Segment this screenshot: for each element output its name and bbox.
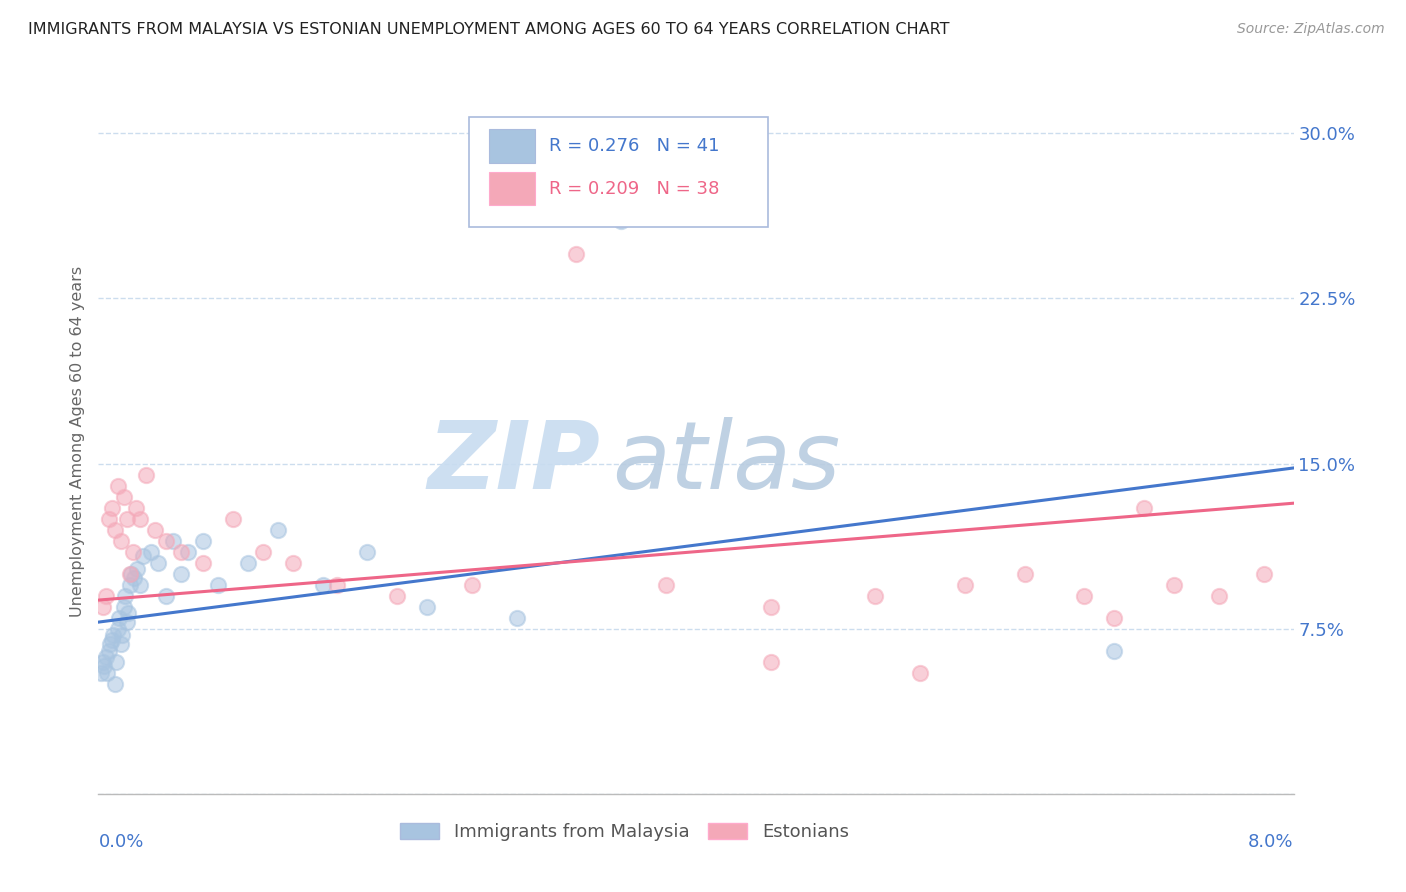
Point — [1014, 566, 1036, 581]
Point — [222, 511, 245, 525]
Point — [252, 544, 274, 558]
Point — [114, 589, 136, 603]
Text: ZIP: ZIP — [427, 417, 600, 508]
Point — [506, 610, 529, 624]
Point — [177, 544, 200, 558]
Point — [311, 577, 333, 591]
Point — [129, 577, 152, 591]
Point — [908, 665, 931, 680]
Text: R = 0.209   N = 38: R = 0.209 N = 38 — [548, 179, 720, 197]
Text: 8.0%: 8.0% — [1249, 832, 1294, 851]
Point — [1104, 610, 1126, 624]
Point — [461, 577, 484, 591]
Point — [610, 214, 633, 228]
Point — [94, 650, 117, 665]
Point — [191, 556, 214, 570]
Point — [1163, 577, 1185, 591]
Text: Source: ZipAtlas.com: Source: ZipAtlas.com — [1237, 22, 1385, 37]
Text: atlas: atlas — [613, 417, 841, 508]
Point — [110, 637, 132, 651]
Text: IMMIGRANTS FROM MALAYSIA VS ESTONIAN UNEMPLOYMENT AMONG AGES 60 TO 64 YEARS CORR: IMMIGRANTS FROM MALAYSIA VS ESTONIAN UNE… — [28, 22, 949, 37]
Point — [565, 247, 588, 261]
FancyBboxPatch shape — [489, 171, 534, 205]
Point — [117, 607, 139, 621]
Point — [105, 655, 128, 669]
Point — [148, 556, 170, 570]
Y-axis label: Unemployment Among Ages 60 to 64 years: Unemployment Among Ages 60 to 64 years — [69, 266, 84, 617]
Point — [90, 665, 112, 680]
Point — [115, 511, 138, 525]
Point — [1104, 644, 1126, 658]
Point — [267, 523, 290, 537]
Point — [93, 659, 115, 673]
Point — [104, 523, 127, 537]
Point — [129, 511, 152, 525]
Point — [107, 622, 129, 636]
Point — [94, 589, 117, 603]
Point — [865, 589, 887, 603]
Point — [1208, 589, 1230, 603]
Point — [162, 533, 184, 548]
Point — [356, 544, 378, 558]
Point — [98, 637, 122, 651]
Point — [108, 610, 131, 624]
Point — [143, 523, 166, 537]
Point — [127, 562, 149, 576]
Point — [155, 533, 177, 548]
Point — [385, 589, 409, 603]
Point — [110, 533, 132, 548]
Text: 0.0%: 0.0% — [98, 832, 143, 851]
Point — [101, 500, 124, 515]
Point — [236, 556, 259, 570]
Point — [169, 544, 191, 558]
Point — [281, 556, 304, 570]
Point — [416, 599, 439, 614]
Point — [139, 544, 162, 558]
Point — [101, 632, 124, 647]
Point — [97, 511, 120, 525]
Point — [103, 628, 125, 642]
Point — [124, 571, 146, 585]
FancyBboxPatch shape — [489, 129, 534, 163]
Point — [120, 566, 142, 581]
Point — [118, 577, 141, 591]
Point — [97, 644, 120, 658]
Point — [326, 577, 349, 591]
Point — [111, 628, 134, 642]
Point — [191, 533, 214, 548]
Point — [207, 577, 229, 591]
Point — [91, 655, 114, 669]
Point — [759, 655, 782, 669]
Point — [759, 599, 782, 614]
Point — [1073, 589, 1095, 603]
Point — [107, 478, 129, 492]
Point — [169, 566, 191, 581]
Legend: Immigrants from Malaysia, Estonians: Immigrants from Malaysia, Estonians — [392, 815, 856, 848]
Text: R = 0.276   N = 41: R = 0.276 N = 41 — [548, 137, 720, 155]
Point — [104, 677, 127, 691]
Point — [125, 500, 148, 515]
Point — [655, 577, 678, 591]
Point — [953, 577, 976, 591]
Point — [1253, 566, 1275, 581]
Point — [112, 490, 135, 504]
Point — [155, 589, 177, 603]
Point — [96, 665, 118, 680]
Point — [1133, 500, 1156, 515]
FancyBboxPatch shape — [470, 118, 768, 227]
Point — [91, 599, 114, 614]
Point — [121, 544, 143, 558]
Point — [112, 599, 135, 614]
Point — [118, 566, 141, 581]
Point — [115, 615, 138, 629]
Point — [132, 549, 155, 563]
Point — [135, 467, 157, 482]
